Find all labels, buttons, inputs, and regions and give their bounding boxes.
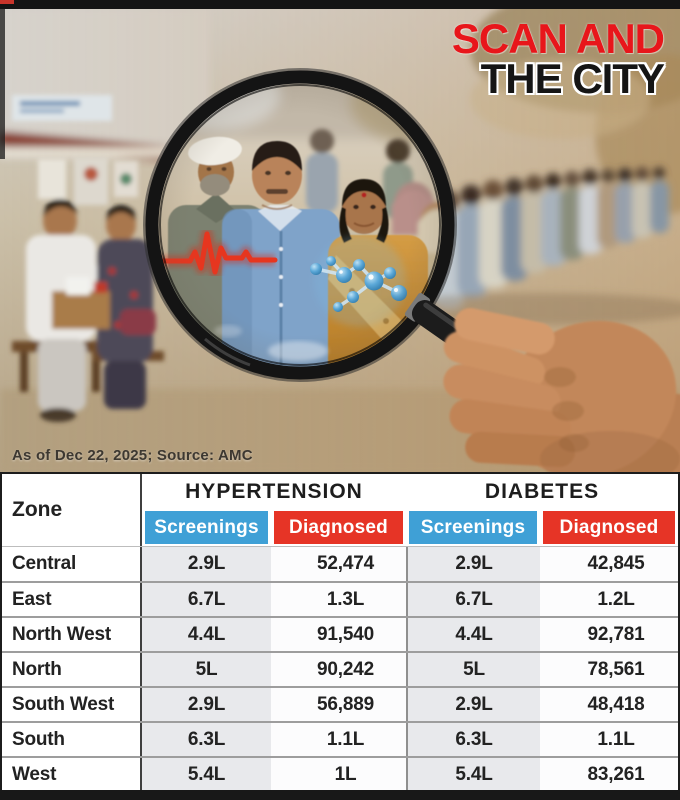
table-row: North 5L 90,242 5L 78,561 xyxy=(2,651,678,686)
zone-cell: South xyxy=(2,723,142,756)
red-corner-mark xyxy=(0,0,14,4)
top-black-strip xyxy=(0,0,680,9)
ht-diagnosed-cell: 1L xyxy=(271,758,406,791)
zone-cell: East xyxy=(2,583,142,616)
ht-diagnosed-cell: 91,540 xyxy=(271,618,406,651)
zone-column-header: Zone xyxy=(2,474,142,546)
table-row: Central 2.9L 52,474 2.9L 42,845 xyxy=(2,546,678,581)
clinic-scene xyxy=(12,95,164,422)
db-screenings-cell: 2.9L xyxy=(406,688,540,721)
ht-screenings-cell: 2.9L xyxy=(142,688,271,721)
table-row: East 6.7L 1.3L 6.7L 1.2L xyxy=(2,581,678,616)
bottom-black-strip xyxy=(0,790,680,800)
db-screenings-cell: 5.4L xyxy=(406,758,540,791)
db-diagnosed-cell: 48,418 xyxy=(540,688,678,721)
db-screenings-cell: 5L xyxy=(406,653,540,686)
ht-diagnosed-cell: 1.1L xyxy=(271,723,406,756)
ht-diagnosed-cell: 52,474 xyxy=(271,547,406,581)
table-header: Zone HYPERTENSION DIABETES Screenings Di… xyxy=(2,474,678,546)
db-diagnosed-header: Diagnosed xyxy=(543,511,675,544)
ht-screenings-cell: 6.3L xyxy=(142,723,271,756)
ht-screenings-cell: 5L xyxy=(142,653,271,686)
table-row: South 6.3L 1.1L 6.3L 1.1L xyxy=(2,721,678,756)
db-diagnosed-cell: 1.2L xyxy=(540,583,678,616)
street-screening-photo xyxy=(0,9,680,472)
zone-cell: South West xyxy=(2,688,142,721)
table-row: North West 4.4L 91,540 4.4L 92,781 xyxy=(2,616,678,651)
db-diagnosed-cell: 78,561 xyxy=(540,653,678,686)
ht-screenings-header: Screenings xyxy=(145,511,268,544)
ht-diagnosed-cell: 1.3L xyxy=(271,583,406,616)
db-diagnosed-cell: 42,845 xyxy=(540,547,678,581)
ht-screenings-cell: 6.7L xyxy=(142,583,271,616)
magnifier-rim xyxy=(143,68,457,382)
headline-line2: THE CITY xyxy=(480,55,665,103)
ht-screenings-cell: 5.4L xyxy=(142,758,271,791)
ht-screenings-cell: 4.4L xyxy=(142,618,271,651)
headline: SCAN AND THE CITY xyxy=(451,15,665,103)
ht-screenings-cell: 2.9L xyxy=(142,547,271,581)
zone-cell: West xyxy=(2,758,142,791)
lead-photo: SCAN AND THE CITY As of Dec 22, 2025; So… xyxy=(0,9,680,472)
table-row: West 5.4L 1L 5.4L 83,261 xyxy=(2,756,678,791)
db-screenings-header: Screenings xyxy=(409,511,537,544)
table-body: Central 2.9L 52,474 2.9L 42,845 East 6.7… xyxy=(2,546,678,791)
zone-cell: Central xyxy=(2,547,142,581)
hypertension-group-header: HYPERTENSION xyxy=(142,474,406,510)
magnifier-lens xyxy=(153,78,447,372)
table-row: South West 2.9L 56,889 2.9L 48,418 xyxy=(2,686,678,721)
db-diagnosed-cell: 92,781 xyxy=(540,618,678,651)
db-screenings-cell: 6.7L xyxy=(406,583,540,616)
zone-cell: North xyxy=(2,653,142,686)
headline-line1: SCAN AND xyxy=(451,15,665,62)
db-screenings-cell: 2.9L xyxy=(406,547,540,581)
diabetes-group-header: DIABETES xyxy=(406,474,678,510)
holding-hand xyxy=(443,307,680,472)
db-screenings-cell: 4.4L xyxy=(406,618,540,651)
db-diagnosed-cell: 1.1L xyxy=(540,723,678,756)
db-screenings-cell: 6.3L xyxy=(406,723,540,756)
ht-diagnosed-cell: 56,889 xyxy=(271,688,406,721)
screening-data-table: Zone HYPERTENSION DIABETES Screenings Di… xyxy=(0,472,680,791)
ht-diagnosed-header: Diagnosed xyxy=(274,511,403,544)
zone-cell: North West xyxy=(2,618,142,651)
photo-caption: As of Dec 22, 2025; Source: AMC xyxy=(12,447,253,464)
db-diagnosed-cell: 83,261 xyxy=(540,758,678,791)
ht-diagnosed-cell: 90,242 xyxy=(271,653,406,686)
